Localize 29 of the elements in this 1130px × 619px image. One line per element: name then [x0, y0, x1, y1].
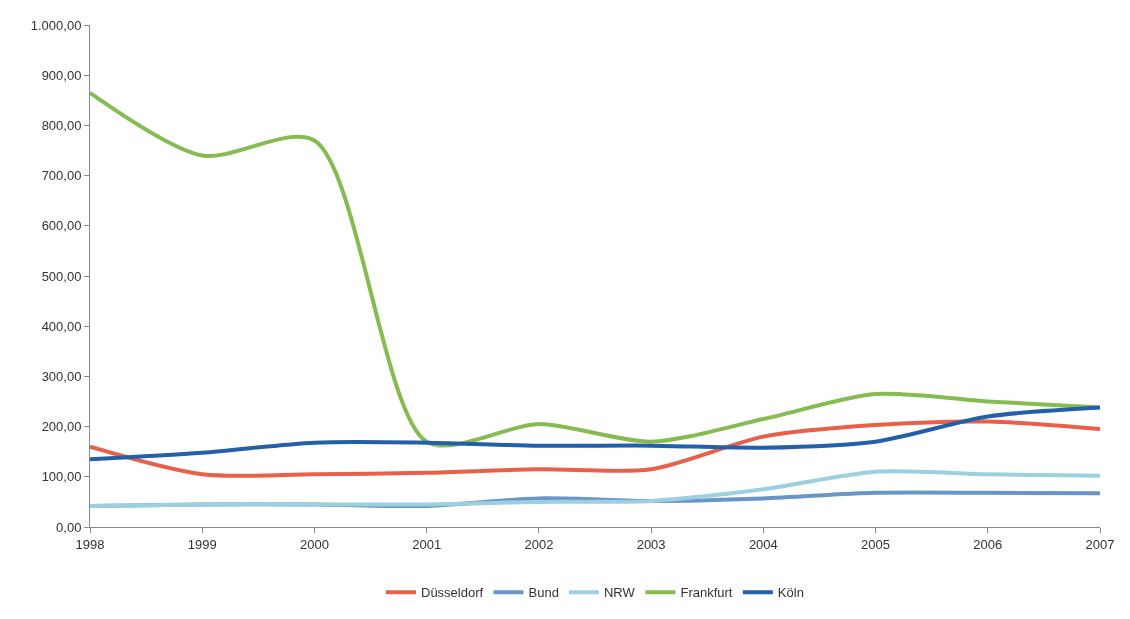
y-tick-label: 0,00 — [56, 519, 82, 535]
x-tick-label: 2006 — [973, 536, 1003, 552]
y-tick-label: 100,00 — [41, 469, 82, 485]
y-tick-label: 400,00 — [41, 318, 82, 334]
legend-label: Frankfurt — [680, 585, 733, 601]
y-tick-label: 900,00 — [41, 67, 82, 83]
x-tick-label: 2002 — [524, 536, 554, 552]
x-tick-label: 2001 — [412, 536, 442, 552]
line-series — [90, 419, 1100, 478]
y-tick-label: 600,00 — [41, 218, 82, 234]
y-tick-label: 700,00 — [41, 168, 82, 184]
x-tick-label: 2000 — [299, 536, 329, 552]
line-series — [90, 405, 1100, 462]
y-tick-label: 300,00 — [41, 368, 82, 384]
y-tick-label: 800,00 — [41, 117, 82, 133]
x-tick-label: 2007 — [1085, 536, 1115, 552]
y-tick-label: 200,00 — [41, 419, 82, 435]
legend-label: NRW — [603, 585, 636, 601]
y-tick-label: 1.000,00 — [30, 17, 82, 33]
line-series — [90, 469, 1100, 508]
y-tick-label: 500,00 — [41, 268, 82, 284]
x-tick-label: 2005 — [861, 536, 891, 552]
x-tick-label: 1999 — [187, 536, 217, 552]
legend-label: Köln — [777, 585, 804, 601]
x-tick-label: 2003 — [636, 536, 666, 552]
x-tick-label: 1998 — [75, 536, 105, 552]
x-tick-label: 2004 — [748, 536, 778, 552]
legend-label: Düsseldorf — [421, 585, 484, 601]
legend-label: Bund — [528, 585, 559, 601]
